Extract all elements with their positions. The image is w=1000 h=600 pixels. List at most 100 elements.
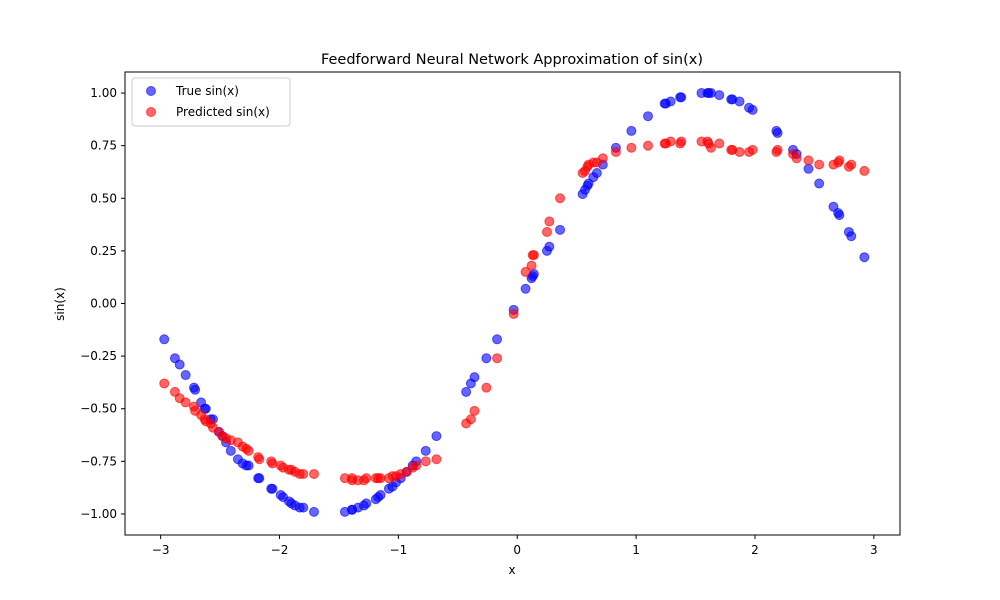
predicted-point	[803, 155, 814, 166]
true-point	[420, 445, 431, 456]
x-tick-label: 0	[513, 543, 521, 557]
predicted-point	[772, 144, 783, 155]
predicted-point	[180, 397, 191, 408]
x-axis-ticks: −3 −2 −1 0 1 2 3	[152, 535, 878, 557]
true-point	[591, 168, 602, 179]
true-point	[469, 372, 480, 383]
series-true-sin	[159, 88, 870, 517]
predicted-point	[626, 142, 637, 153]
predicted-point	[597, 153, 608, 164]
predicted-point	[254, 454, 265, 465]
predicted-point	[508, 309, 519, 320]
true-point	[803, 163, 814, 174]
y-tick-label: 0.50	[90, 191, 117, 205]
y-tick-label: 0.00	[90, 297, 117, 311]
true-point	[626, 125, 637, 136]
x-tick-label: 2	[751, 543, 759, 557]
true-point	[834, 210, 845, 221]
legend: True sin(x) Predicted sin(x)	[131, 77, 291, 127]
predicted-point	[420, 456, 431, 467]
true-point	[772, 128, 783, 139]
predicted-point	[243, 445, 254, 456]
true-point	[431, 431, 442, 442]
predicted-point	[298, 468, 309, 479]
predicted-point	[846, 159, 857, 170]
legend-label-true: True sin(x)	[175, 84, 239, 98]
true-point	[492, 334, 503, 345]
true-point	[555, 224, 566, 235]
predicted-point	[411, 460, 422, 471]
true-point	[665, 96, 676, 107]
y-tick-label: −0.75	[80, 454, 117, 468]
y-axis-label: sin(x)	[53, 287, 67, 321]
predicted-point	[676, 136, 687, 147]
legend-label-predicted: Predicted sin(x)	[176, 105, 270, 119]
y-tick-label: −0.25	[80, 349, 117, 363]
predicted-point	[481, 382, 492, 393]
y-tick-label: 0.75	[90, 139, 117, 153]
true-point	[528, 269, 539, 280]
predicted-point	[267, 458, 278, 469]
x-axis-label: x	[508, 563, 515, 577]
predicted-point	[541, 226, 552, 237]
x-tick-label: −3	[152, 543, 170, 557]
x-tick-label: 3	[870, 543, 878, 557]
y-tick-label: −1.00	[80, 507, 117, 521]
true-point	[180, 370, 191, 381]
predicted-point	[431, 454, 442, 465]
true-point	[361, 498, 372, 509]
predicted-point	[528, 250, 539, 261]
predicted-point	[734, 146, 745, 157]
predicted-point	[375, 473, 386, 484]
true-point	[734, 96, 745, 107]
true-point	[243, 460, 254, 471]
true-point	[254, 473, 265, 484]
predicted-point	[714, 138, 725, 149]
predicted-point	[834, 155, 845, 166]
predicted-point	[544, 216, 555, 227]
true-point	[461, 386, 472, 397]
true-point	[814, 178, 825, 189]
predicted-point	[747, 144, 758, 155]
predicted-point	[361, 473, 372, 484]
predicted-point	[308, 468, 319, 479]
predicted-point	[555, 193, 566, 204]
y-tick-label: 0.25	[90, 244, 117, 258]
true-point	[308, 506, 319, 517]
predicted-point	[610, 146, 621, 157]
true-point	[643, 111, 654, 122]
predicted-point	[814, 159, 825, 170]
true-point	[747, 104, 758, 115]
predicted-point	[159, 378, 170, 389]
chart-title: Feedforward Neural Network Approximation…	[321, 52, 703, 68]
predicted-point	[643, 140, 654, 151]
true-point	[190, 384, 201, 395]
legend-marker-true	[146, 86, 156, 96]
true-point	[375, 490, 386, 501]
predicted-point	[791, 153, 802, 164]
legend-box	[131, 77, 291, 127]
true-point	[544, 241, 555, 252]
predicted-point	[526, 260, 537, 271]
true-point	[225, 445, 236, 456]
predicted-point	[665, 136, 676, 147]
true-point	[846, 231, 857, 242]
true-point	[676, 92, 687, 103]
true-point	[706, 88, 717, 99]
points-layer	[159, 88, 870, 517]
x-tick-label: 1	[632, 543, 640, 557]
true-point	[859, 252, 870, 263]
predicted-point	[465, 414, 476, 425]
true-point	[159, 334, 170, 345]
x-tick-label: −1	[390, 543, 408, 557]
true-point	[298, 502, 309, 513]
series-predicted-sin	[159, 136, 870, 486]
y-tick-label: −0.50	[80, 402, 117, 416]
true-point	[520, 283, 531, 294]
predicted-point	[520, 266, 531, 277]
y-tick-label: 1.00	[90, 86, 117, 100]
true-point	[481, 353, 492, 364]
predicted-point	[706, 142, 717, 153]
true-point	[267, 483, 278, 494]
